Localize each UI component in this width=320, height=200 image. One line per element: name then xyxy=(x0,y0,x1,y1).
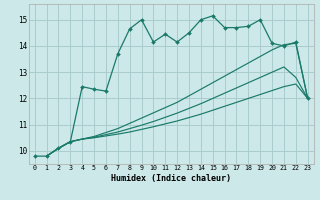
X-axis label: Humidex (Indice chaleur): Humidex (Indice chaleur) xyxy=(111,174,231,183)
